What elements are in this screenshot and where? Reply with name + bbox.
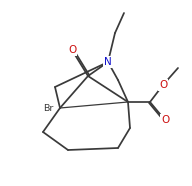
Text: O: O <box>159 80 167 90</box>
Text: N: N <box>104 57 112 67</box>
Text: Br: Br <box>43 103 53 113</box>
Text: O: O <box>161 115 169 125</box>
Text: O: O <box>68 45 76 55</box>
